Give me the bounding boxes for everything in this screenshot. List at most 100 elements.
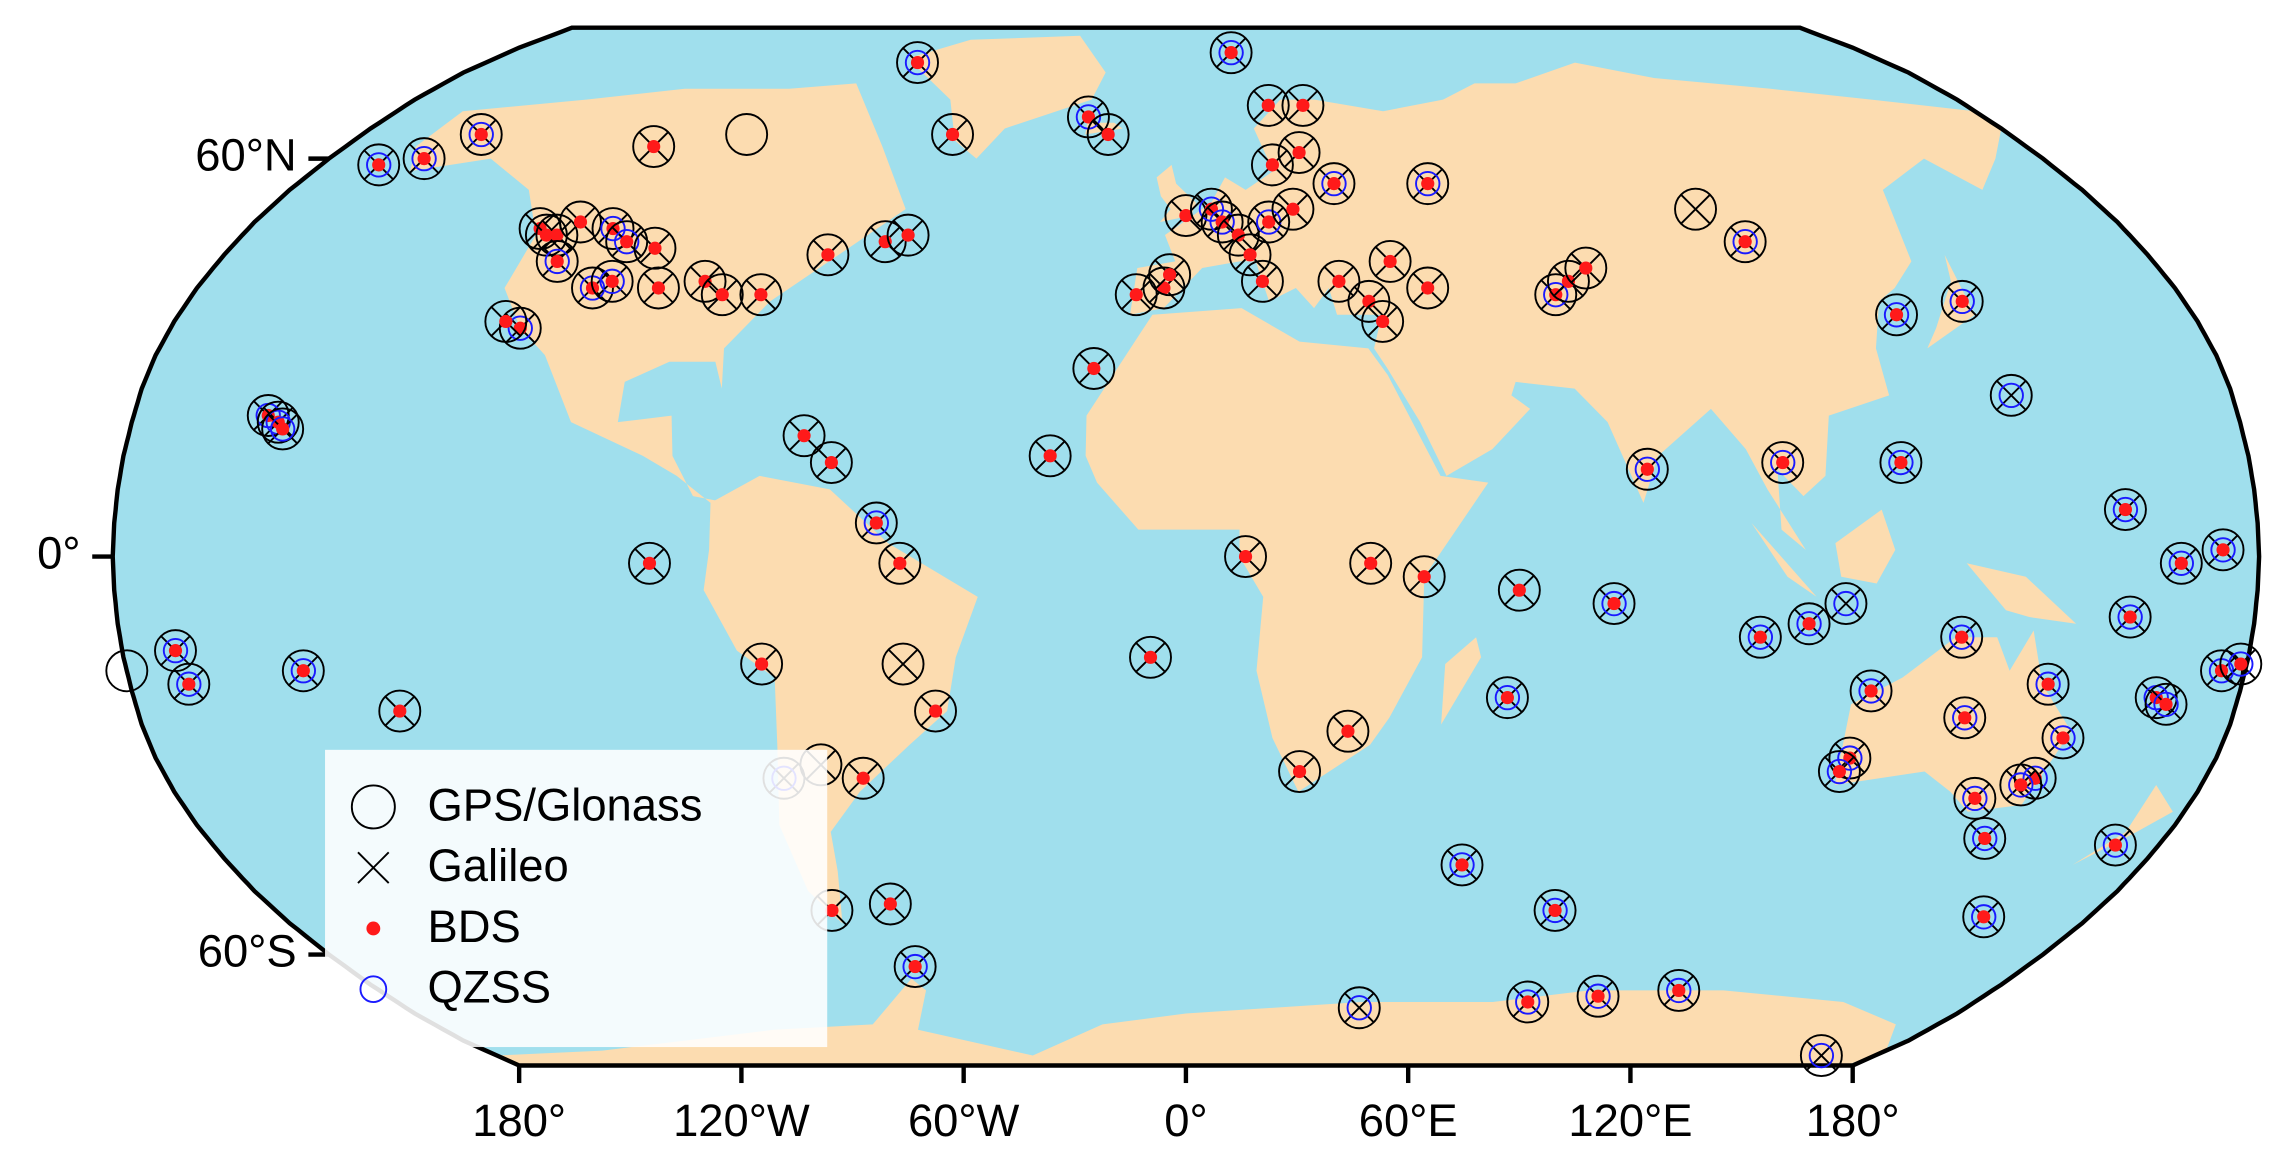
land-mass (1966, 563, 2077, 624)
gps-marker (378, 689, 422, 733)
qzss-marker (600, 215, 626, 242)
bds-marker (1776, 455, 1790, 470)
gps-marker (1723, 220, 1767, 264)
gps-marker (2103, 488, 2147, 532)
gps-marker (1440, 843, 1484, 887)
gps-marker (1312, 162, 1356, 206)
bds-marker (2056, 731, 2070, 745)
qzss-marker (1415, 170, 1441, 197)
gps-marker (1246, 83, 1290, 127)
gps-marker (1940, 615, 1984, 659)
bds-marker (928, 704, 943, 718)
x-tick-label: 60°W (908, 1095, 1020, 1146)
gps-marker (1406, 266, 1450, 310)
gps-marker (854, 501, 898, 545)
gps-marker (281, 649, 325, 693)
gps-marker (350, 784, 396, 830)
gps-marker (1086, 113, 1130, 156)
y-tick-label: 60°N (195, 130, 296, 181)
gps-marker (886, 213, 930, 257)
land-mass (1085, 308, 1489, 792)
bds-marker (910, 55, 925, 70)
gps-marker (1533, 888, 1577, 932)
gps-marker (1277, 131, 1321, 175)
gps-marker (1497, 568, 1541, 612)
gps-marker (2159, 541, 2203, 585)
gps-marker (1564, 246, 1608, 290)
gps-marker (1240, 259, 1284, 303)
bds-marker (2014, 778, 2028, 792)
gps-marker (535, 239, 579, 283)
qzss-marker (1732, 229, 1758, 255)
gps-marker (1148, 253, 1192, 297)
qzss-marker (1826, 758, 1853, 785)
gps-marker (1576, 974, 1620, 1018)
y-tick-label: 0° (37, 528, 80, 579)
bds-marker (1738, 235, 1752, 249)
bds-marker (2108, 838, 2122, 852)
bds-marker (620, 235, 634, 249)
gps-marker (1281, 83, 1325, 127)
qzss-marker (1971, 904, 1997, 930)
qzss-marker (359, 975, 388, 1004)
qzss-marker (544, 248, 570, 275)
gps-marker (782, 414, 826, 458)
qzss-marker (1998, 382, 2024, 409)
bds-marker (715, 288, 729, 302)
x-tick-label: 120°W (673, 1095, 810, 1146)
gps-marker (700, 273, 744, 317)
gps-marker (1799, 1034, 1843, 1077)
legend: GPS/Glonass Galileo BDS QZSS (325, 749, 828, 1048)
gps-marker (1402, 555, 1446, 599)
qzss-marker (2210, 537, 2236, 563)
bds-marker (1179, 208, 1193, 223)
gps-marker (1209, 31, 1253, 75)
qzss-marker (614, 229, 640, 255)
bds-marker (1753, 630, 1767, 644)
gps-marker (931, 113, 975, 156)
qzss-marker (269, 416, 296, 442)
qzss-marker (2102, 832, 2129, 858)
bds-marker (417, 152, 431, 166)
gps-marker (633, 226, 677, 270)
gps-marker (1129, 635, 1172, 679)
bds-marker (908, 960, 922, 974)
gps-marker (1506, 980, 1550, 1024)
qzss-marker (290, 658, 316, 684)
qzss-marker (863, 510, 889, 536)
x-tick-label: 0° (1164, 1095, 1207, 1146)
bds-marker (1364, 556, 1378, 570)
gps-marker (1962, 895, 2006, 939)
bds-marker (1455, 858, 1469, 872)
bds-marker (1864, 684, 1878, 698)
bds-marker (1081, 110, 1096, 124)
gps-marker (1963, 816, 2007, 860)
bds-marker (393, 704, 407, 718)
qzss-marker (1837, 745, 1863, 771)
qzss-marker (2168, 550, 2194, 576)
bds-marker (1968, 791, 1982, 805)
gps-marker (357, 143, 401, 187)
gps-marker (1787, 602, 1831, 646)
gps-marker (1216, 213, 1260, 257)
bds-marker (1224, 46, 1238, 60)
gps-marker (459, 113, 503, 156)
qzss-marker (1218, 39, 1244, 66)
bds-marker (642, 556, 657, 570)
legend-label: BDS (428, 901, 521, 952)
qzss-marker (1543, 282, 1569, 308)
gps-marker (591, 207, 635, 251)
bds-marker (605, 274, 619, 288)
qzss-marker (1883, 302, 1910, 328)
gps-marker (105, 649, 149, 693)
land-mass (703, 475, 978, 924)
bds-marker (1512, 583, 1526, 597)
bds-marker (1231, 228, 1245, 242)
bds-marker (1640, 462, 1654, 476)
bds-marker (1265, 158, 1279, 172)
bds-marker (1327, 177, 1341, 191)
bds-marker (1672, 983, 1686, 998)
bds-marker (1262, 215, 1276, 229)
gps-marker (590, 259, 634, 303)
